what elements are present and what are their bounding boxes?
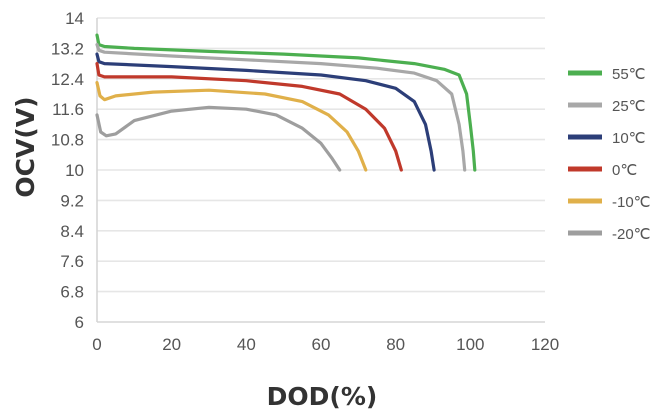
series-line (95, 81, 368, 172)
x-tick-label: 0 (92, 335, 101, 354)
y-tick-label: 14 (65, 9, 84, 28)
legend-label: -20℃ (612, 226, 651, 243)
y-tick-label: 8.4 (60, 222, 84, 241)
legend: 55℃ 25℃ 10℃ 0℃ -10℃ -20℃ (568, 66, 651, 243)
x-tick-label: 120 (531, 335, 559, 354)
x-tick-label: 20 (162, 335, 181, 354)
y-tick-label: 9.2 (60, 191, 84, 210)
x-tick-label: 60 (312, 335, 331, 354)
y-tick-label: 7.6 (60, 252, 84, 271)
x-tick-label: 80 (386, 335, 405, 354)
series-line (95, 52, 436, 172)
series-line (95, 43, 467, 172)
y-tick-labels: 6 6.8 7.6 8.4 9.2 10 10.8 11.6 12.4 13.2 14 (51, 9, 84, 332)
legend-label: 0℃ (612, 162, 637, 179)
legend-label: 55℃ (612, 66, 646, 83)
x-tick-label: 100 (456, 335, 484, 354)
y-tick-label: 6 (75, 313, 84, 332)
series-line (95, 33, 477, 172)
x-axis-title: DOD(%) (267, 382, 378, 411)
y-tick-label: 10.8 (51, 131, 84, 150)
y-tick-label: 13.2 (51, 39, 84, 58)
gridlines (97, 17, 545, 293)
y-axis-title: OCV(V) (11, 96, 40, 197)
series-line (95, 62, 403, 172)
y-tick-label: 12.4 (51, 70, 84, 89)
x-tick-labels: 0 20 40 60 80 100 120 (92, 335, 559, 354)
x-tick-label: 40 (237, 335, 256, 354)
y-tick-label: 6.8 (60, 283, 84, 302)
series-line (95, 105, 342, 172)
legend-label: 10℃ (612, 130, 646, 147)
y-tick-label: 10 (65, 161, 84, 180)
y-tick-label: 11.6 (52, 100, 84, 119)
legend-label: -10℃ (612, 194, 651, 211)
series-lines (95, 33, 477, 172)
legend-label: 25℃ (612, 98, 646, 115)
